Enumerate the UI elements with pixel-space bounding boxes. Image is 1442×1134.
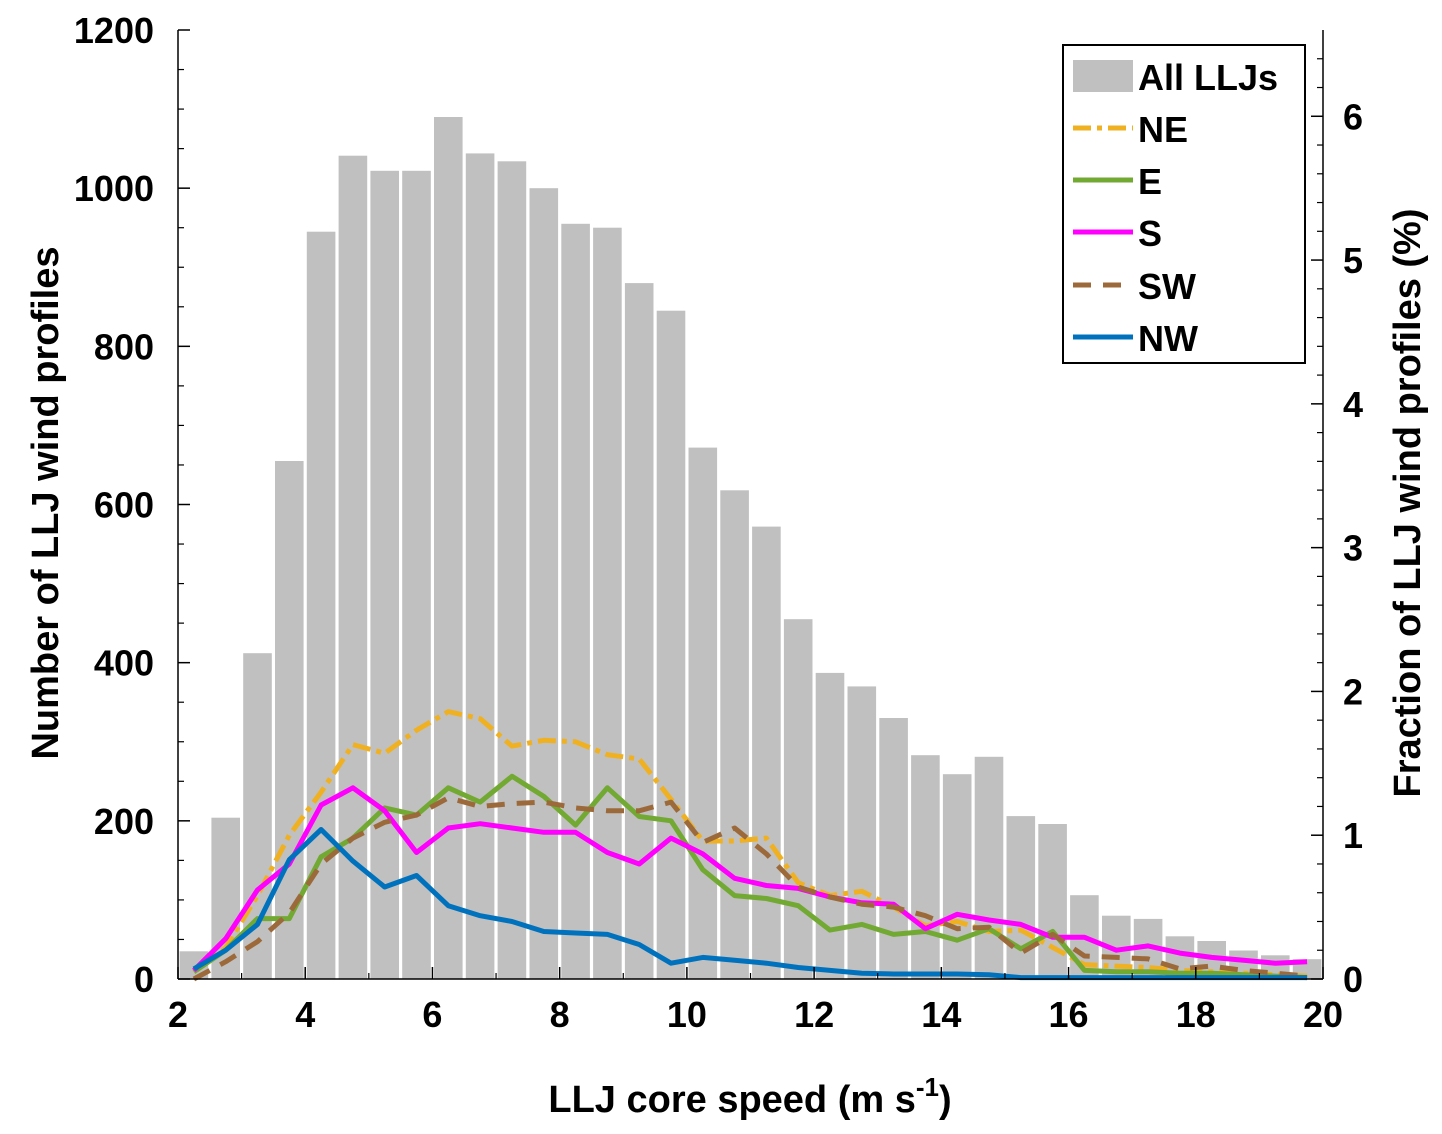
legend-label-e: E: [1138, 161, 1162, 202]
y-right-tick-label: 4: [1343, 384, 1363, 425]
x-tick-label: 2: [168, 994, 188, 1035]
bar: [624, 283, 654, 980]
bar: [561, 223, 590, 980]
y-left-tick-label: 1000: [74, 168, 154, 209]
ticks-layer: 2 4 6 8 10 12 14 16 18 20020040060080010001200012…: [74, 10, 1363, 1035]
x-tick-label: 18: [1176, 994, 1216, 1035]
x-axis-title-superscript: -1: [916, 1072, 939, 1102]
series-line-nw: [192, 827, 1308, 981]
x-tick-label: 6: [422, 994, 442, 1035]
x-axis-title-main: LLJ core speed (m s: [548, 1079, 915, 1121]
x-axis-title: LLJ core speed (m s-1): [548, 1072, 951, 1121]
bar: [847, 686, 877, 979]
y-right-tick-label: 6: [1343, 96, 1363, 137]
y-left-tick-label: 0: [134, 959, 154, 1000]
legend-box: [1062, 44, 1306, 364]
y-right-tick-label: 1: [1343, 815, 1363, 856]
lines-layer: [192, 709, 1308, 982]
legend-label-nw: NW: [1138, 318, 1198, 359]
y-left-tick-label: 600: [94, 485, 154, 526]
y-left-tick-label: 1200: [74, 10, 154, 51]
bar: [911, 755, 940, 979]
bar: [434, 117, 463, 979]
x-tick-label: 8: [550, 994, 570, 1035]
bar: [497, 161, 527, 980]
bar: [942, 774, 972, 979]
x-tick-label: 16: [1049, 994, 1089, 1035]
y-right-tick-label: 3: [1343, 528, 1363, 569]
x-tick-label: 14: [921, 994, 961, 1035]
series-line-sw: [192, 795, 1308, 982]
x-tick-label: 10: [667, 994, 707, 1035]
bar: [529, 188, 559, 979]
x-axis-title-end: ): [939, 1079, 952, 1121]
bar: [465, 153, 495, 979]
series-line-e: [192, 773, 1308, 981]
legend: All LLJs NE E S SW NW: [1062, 44, 1306, 364]
legend-label-sw: SW: [1138, 266, 1196, 307]
y-right-tick-label: 2: [1343, 671, 1363, 712]
x-tick-label: 20: [1303, 994, 1343, 1035]
bar: [688, 447, 718, 980]
series-line-ne: [192, 709, 1308, 979]
series-line-s: [192, 785, 1308, 973]
bar: [752, 526, 781, 979]
bar: [338, 155, 368, 979]
bar: [1006, 816, 1036, 979]
legend-label-all-lljs: All LLJs: [1138, 57, 1278, 98]
y-right-tick-label: 0: [1343, 959, 1363, 1000]
bar: [879, 718, 908, 979]
bar: [974, 756, 1004, 979]
bar: [783, 619, 813, 979]
y-left-tick-label: 400: [94, 643, 154, 684]
y-right-tick-label: 5: [1343, 240, 1363, 281]
legend-label-s: S: [1138, 213, 1162, 254]
bar: [370, 170, 399, 980]
y-axis-left-title: Number of LLJ wind profiles: [25, 246, 67, 759]
bar: [306, 231, 336, 979]
bar: [1038, 824, 1067, 979]
y-axis-right-title: Fraction of LLJ wind profiles (%): [1387, 209, 1429, 798]
legend-label-ne: NE: [1138, 109, 1188, 150]
y-left-tick-label: 200: [94, 801, 154, 842]
bar: [656, 310, 686, 979]
bar: [275, 461, 304, 979]
x-tick-label: 12: [794, 994, 834, 1035]
y-left-tick-label: 800: [94, 326, 154, 367]
legend-swatch-all-lljs: [1073, 60, 1133, 92]
x-tick-label: 4: [295, 994, 315, 1035]
bar: [815, 672, 845, 979]
bar: [402, 170, 431, 980]
bar: [593, 227, 622, 979]
bar: [720, 490, 749, 979]
